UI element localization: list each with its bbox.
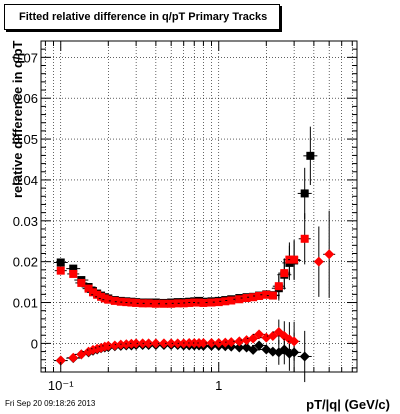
data-point-square — [280, 269, 289, 278]
axes: 0 0.01 0.02 0.03 0.04 0.05 0.06 0.07 10⁻¹ 1 — [13, 40, 357, 393]
data-point-square — [56, 258, 65, 267]
date-stamp: Fri Sep 20 09:18:26 2013 — [5, 399, 96, 408]
data-point-square — [69, 264, 78, 273]
data-point-square — [300, 234, 309, 243]
data-point-square — [300, 189, 309, 198]
data-point-square — [199, 298, 208, 307]
data-point-square — [221, 297, 230, 306]
data-point-square — [306, 151, 315, 160]
data-point-diamond — [248, 344, 259, 355]
data-point-square — [242, 294, 251, 303]
grid-lines — [41, 41, 357, 372]
data-point-square — [268, 291, 277, 300]
data-point-diamond — [143, 338, 154, 349]
data-series — [53, 126, 336, 383]
data-point-diamond — [248, 333, 259, 344]
data-point-square — [77, 278, 86, 287]
data-point-diamond — [234, 342, 245, 353]
data-point-square — [167, 299, 176, 308]
data-point-diamond — [103, 340, 114, 351]
data-point-square — [262, 290, 271, 299]
data-point-diamond — [166, 338, 177, 349]
data-point-diamond — [267, 331, 278, 342]
y-tick-label: 0.02 — [13, 255, 38, 270]
y-tick-label: 0.01 — [13, 296, 38, 311]
data-point-diamond — [313, 256, 324, 267]
data-point-diamond — [324, 249, 335, 260]
data-point-diamond — [109, 340, 120, 351]
data-point-square — [144, 299, 153, 308]
data-point-square — [255, 291, 264, 300]
data-point-diamond — [150, 338, 161, 349]
data-point-diamond — [206, 337, 217, 348]
data-point-square — [227, 296, 236, 305]
data-point-square — [290, 255, 299, 264]
data-point-square — [235, 295, 244, 304]
data-point-diamond — [254, 340, 265, 351]
data-point-diamond — [289, 336, 300, 347]
data-point-square — [104, 295, 113, 304]
data-point-diamond — [267, 346, 278, 357]
data-point-square — [84, 284, 93, 293]
y-tick-label: 0.04 — [13, 173, 38, 188]
data-point-square — [132, 298, 141, 307]
data-point-diamond — [55, 355, 66, 366]
data-point-diamond — [226, 337, 237, 348]
y-tick-label: 0.06 — [13, 91, 38, 106]
data-point-square — [249, 293, 258, 302]
title-box: Fitted relative difference in q/pT Prima… — [4, 4, 280, 30]
y-tick-label: 0.03 — [13, 214, 38, 229]
data-point-diamond — [131, 338, 142, 349]
data-point-square — [207, 298, 216, 307]
data-point-diamond — [158, 338, 169, 349]
data-point-diamond — [234, 336, 245, 347]
data-point-diamond — [254, 329, 265, 340]
y-tick-label: 0 — [31, 336, 38, 351]
data-point-square — [88, 288, 97, 297]
y-axis-title: relative difference in q/pT — [10, 40, 25, 199]
data-point-square — [274, 282, 283, 291]
plot-frame — [40, 40, 358, 373]
data-point-diamond — [213, 337, 224, 348]
data-point-diamond — [198, 337, 209, 348]
data-point-square — [56, 266, 65, 275]
y-tick-label: 0.07 — [13, 50, 38, 65]
data-point-square — [151, 299, 160, 308]
data-point-square — [110, 296, 119, 305]
data-point-diamond — [299, 351, 310, 362]
x-axis-title: pT/|q| (GeV/c) — [306, 397, 390, 412]
x-tick-label: 1 — [215, 378, 222, 393]
chart-title: Fitted relative difference in q/pT Prima… — [19, 11, 268, 23]
x-tick-label: 10⁻¹ — [48, 378, 74, 393]
data-point-diamond — [68, 352, 79, 363]
data-point-square — [214, 298, 223, 307]
y-tick-label: 0.05 — [13, 132, 38, 147]
data-point-square — [69, 269, 78, 278]
data-point-square — [159, 299, 168, 308]
